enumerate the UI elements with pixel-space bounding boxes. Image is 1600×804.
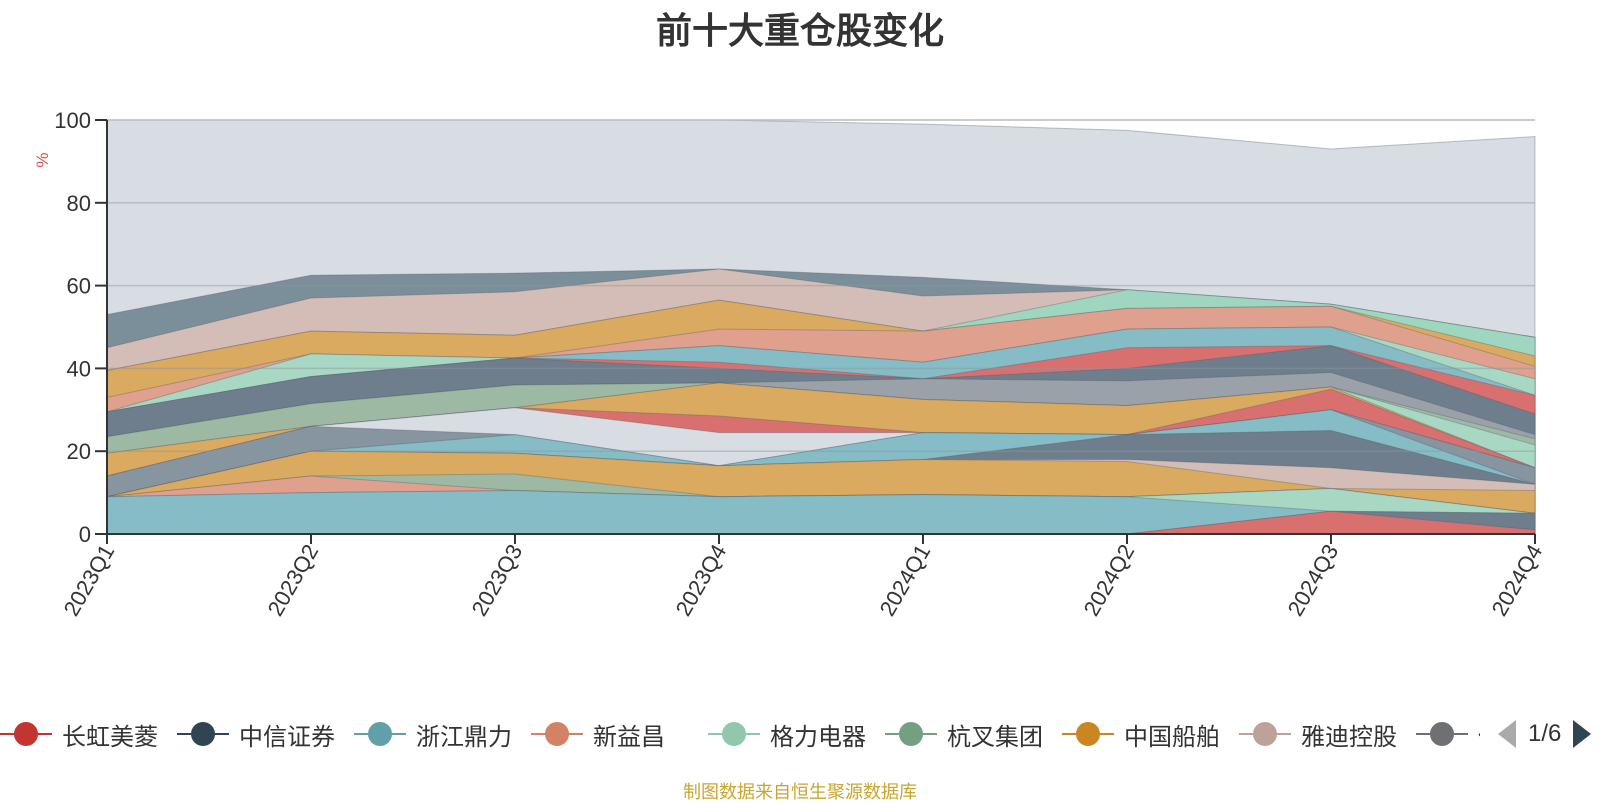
legend-label: 保利发展 [1478,717,1480,752]
legend-marker-icon [1416,716,1468,752]
legend-marker-icon [708,716,760,752]
legend-label: 雅迪控股 [1301,723,1397,751]
x-tick-label: 2023Q4 [671,540,732,620]
legend-item[interactable]: 保利发展 [1416,716,1480,752]
y-axis-label: % [33,152,52,167]
x-tick-label: 2023Q1 [59,540,120,620]
legend-pager: 1/6 [1498,716,1592,752]
legend-marker-icon [354,716,406,752]
legend-label: 中信证券 [239,723,335,751]
y-tick-label: 60 [67,274,91,299]
legend-item[interactable]: 长虹美菱 [0,716,158,752]
y-tick-label: 40 [67,356,91,381]
legend-item[interactable]: 杭叉集团 [885,716,1043,752]
legend-marker-icon [0,716,52,752]
legend-item[interactable]: 新益昌 [531,716,665,752]
prev-page-icon[interactable] [1498,720,1516,748]
legend-marker-icon [531,716,583,752]
y-tick-label: 100 [54,108,91,133]
legend-page-indicator: 1/6 [1528,720,1562,747]
y-tick-label: 20 [67,439,91,464]
legend-label: 长虹美菱 [62,723,158,751]
legend-marker-icon [1239,716,1291,752]
x-tick-label: 2023Q3 [467,540,528,620]
y-tick-label: 80 [67,191,91,216]
y-tick-label: 0 [79,522,91,547]
x-tick-label: 2024Q4 [1487,540,1548,620]
next-page-icon[interactable] [1573,720,1592,748]
x-tick-label: 2024Q3 [1283,540,1344,620]
legend-label: 中国船舶 [1124,723,1220,751]
area-layers [106,119,1536,535]
source-note: 制图数据来自恒生聚源数据库 [683,782,917,802]
legend-marker-icon [177,716,229,752]
gridlines [107,119,1535,452]
legend-marker-icon [1062,716,1114,752]
legend-item[interactable]: 格力电器 [708,716,866,752]
legend-item[interactable]: 浙江鼎力 [354,716,512,752]
legend-items: 长虹美菱 中信证券 浙江鼎力 新益昌 格力电器 杭叉集团 中国船舶 雅迪控股 保利发展 [0,716,1480,752]
chart-title: 前十大重仓股变化 [655,10,944,51]
legend-label: 杭叉集团 [947,723,1043,751]
legend-marker-icon [885,716,937,752]
legend-label: 浙江鼎力 [416,723,512,751]
legend-item[interactable]: 雅迪控股 [1239,716,1397,752]
x-tick-label: 2024Q1 [875,540,936,620]
legend-label: 格力电器 [770,723,866,751]
legend-item[interactable]: 中信证券 [177,716,335,752]
x-tick-label: 2023Q2 [263,540,324,620]
legend: 长虹美菱 中信证券 浙江鼎力 新益昌 格力电器 杭叉集团 中国船舶 雅迪控股 保利发展 1/6 [0,716,1600,752]
x-tick-label: 2024Q2 [1079,540,1140,620]
legend-label: 新益昌 [593,723,665,751]
legend-item[interactable]: 中国船舶 [1062,716,1220,752]
